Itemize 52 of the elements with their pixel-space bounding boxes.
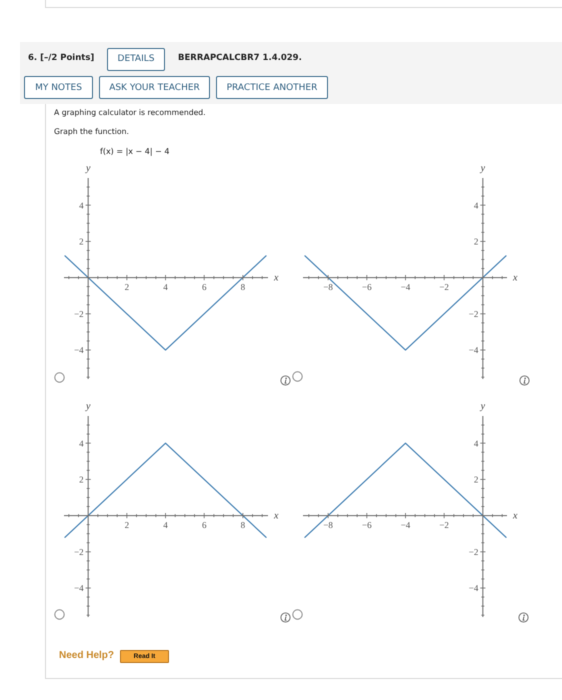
y-axis-title: y	[84, 163, 90, 174]
button[interactable]: PRACTICE ANOTHER	[216, 76, 328, 99]
radio-button[interactable]	[54, 608, 64, 620]
y-tick-label: 4	[78, 438, 84, 449]
x-axis-title: x	[272, 272, 278, 284]
x-tick-label: −4	[400, 282, 410, 293]
y-tick-label: −2	[74, 309, 84, 320]
x-tick-label: −2	[438, 282, 449, 293]
x-axis-title: x	[272, 510, 278, 522]
y-tick-label: 2	[473, 236, 478, 247]
y-tick-label: 2	[78, 236, 84, 247]
x-axis-title: x	[512, 272, 518, 284]
x-tick-label: 6	[201, 520, 206, 531]
y-tick-label: −2	[74, 547, 84, 558]
radio-button[interactable]	[292, 371, 302, 382]
y-tick-label: −4	[468, 345, 478, 356]
y-axis-title: y	[84, 401, 90, 412]
button[interactable]: MY NOTES	[24, 76, 93, 99]
text: BERRAPCALCBR7 1.4.029.	[178, 53, 302, 64]
x-tick-label: −4	[400, 520, 410, 531]
x-axis-title: x	[512, 510, 518, 522]
button[interactable]: ASK YOUR TEACHER	[99, 76, 210, 99]
x-tick-label: −2	[438, 520, 449, 531]
text: Need Help?	[59, 650, 114, 661]
y-tick-label: −4	[468, 584, 478, 594]
x-tick-label: 2	[124, 282, 129, 293]
y-tick-label: 4	[473, 200, 478, 211]
y-tick-label: 4	[78, 200, 84, 211]
x-tick-label: 2	[124, 520, 129, 531]
x-tick-label: −8	[322, 282, 334, 293]
y-tick-label: 2	[78, 474, 84, 485]
y-tick-label: −4	[74, 584, 84, 594]
radio-button[interactable]	[292, 608, 302, 620]
x-tick-label: 8	[240, 282, 246, 293]
x-tick-label: 4	[162, 520, 168, 531]
y-tick-label: −4	[74, 345, 84, 356]
y-axis-title: y	[479, 163, 486, 174]
x-tick-label: 4	[162, 282, 168, 293]
x-tick-label: −6	[362, 282, 372, 293]
y-axis-title: y	[479, 401, 486, 412]
x-tick-label: −8	[322, 520, 334, 531]
x-tick-label: 6	[201, 282, 206, 293]
button[interactable]: DETAILS	[107, 48, 165, 70]
x-tick-label: 8	[240, 520, 246, 531]
y-tick-label: 4	[473, 438, 478, 449]
y-tick-label: 2	[473, 474, 478, 485]
text: 6. [–/2 Points]	[28, 53, 94, 64]
y-tick-label: −2	[468, 547, 478, 558]
radio-button[interactable]	[54, 372, 64, 382]
text: f(x) = |x − 4| − 4	[100, 146, 170, 156]
x-tick-label: −6	[362, 520, 372, 531]
y-tick-label: −2	[468, 309, 478, 320]
